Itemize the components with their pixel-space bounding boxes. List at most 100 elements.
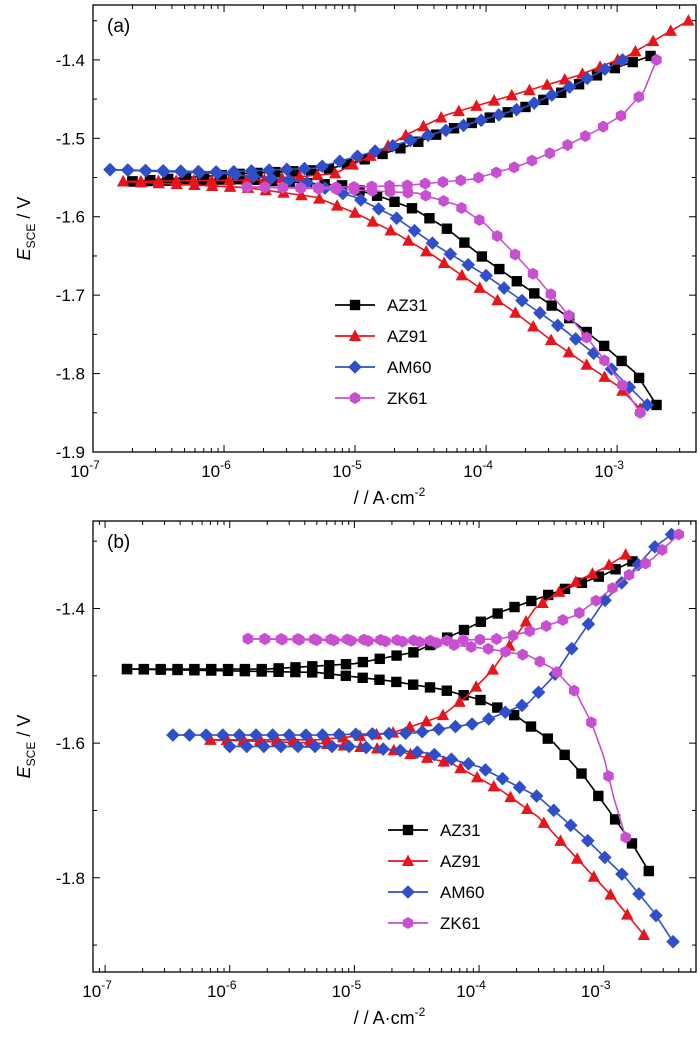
data-point-am60 [581,833,595,848]
data-point-az31 [610,564,621,575]
data-point-zk61 [474,633,486,646]
data-point-az91 [520,802,534,815]
data-point-zk61 [651,53,662,66]
data-point-am60 [456,118,471,133]
data-point-az91 [348,206,362,218]
data-point-am60 [192,165,207,180]
data-point-az31 [273,666,284,677]
data-point-am60 [389,211,404,225]
data-point-az91 [487,779,501,792]
data-point-az91 [364,149,377,161]
data-point-zk61 [534,655,546,668]
data-point-az91 [558,72,571,85]
data-point-az91 [436,708,450,721]
data-point-zk61 [623,568,635,581]
data-point-az91 [554,834,567,846]
data-point-az31 [651,399,662,411]
data-point-zk61 [384,185,396,198]
data-point-az91 [469,680,483,692]
data-point-az31 [556,87,567,98]
data-point-zk61 [633,90,644,103]
data-point-am60 [332,727,346,742]
data-point-zk61 [597,120,609,133]
data-point-az31 [591,70,603,81]
data-point-az31 [593,571,604,582]
data-point-am60 [622,380,637,395]
data-point-am60 [382,726,396,741]
data-point-az31 [357,672,368,683]
data-point-az91 [537,816,551,828]
data-point-am60 [299,728,313,742]
data-point-az31 [543,589,554,601]
data-point-az91 [240,173,254,186]
data-point-am60 [439,123,453,138]
data-point-zk61 [259,181,271,194]
data-point-zk61 [295,182,306,195]
legend-label: AZ91 [440,852,481,871]
data-point-az91 [366,215,379,227]
data-point-az91 [580,358,593,370]
data-point-az31 [627,556,638,567]
data-point-zk61 [656,543,668,556]
data-point-az91 [470,99,483,111]
data-point-az91 [311,168,324,181]
data-point-zk61 [580,130,591,143]
data-point-zk61 [557,614,568,626]
data-point-am60 [546,803,561,818]
data-point-zk61 [517,648,528,661]
data-point-am60 [495,771,510,786]
data-point-zk61 [414,635,425,648]
data-point-zk61 [640,557,651,570]
data-point-az31 [559,749,570,761]
data-point-az91 [486,663,499,675]
x-tick-label: 10-5 [332,978,362,1001]
data-point-am60 [265,728,280,742]
data-point-am60 [425,236,440,250]
legend-marker-zk61 [349,392,361,404]
plot-frame [92,520,697,973]
data-point-az31 [252,167,263,179]
data-point-az91 [509,306,522,318]
data-point-az31 [576,577,588,589]
data-point-am60 [479,268,493,283]
data-point-az31 [616,355,627,367]
data-point-am60 [262,163,276,177]
x-axis-title: / / A·cm-2 [354,1005,426,1028]
data-point-am60 [432,722,446,736]
data-point-az91 [152,176,166,189]
data-point-am60 [586,346,601,361]
data-point-az91 [602,558,616,570]
data-point-am60 [410,745,425,759]
series-line-az31-cathodic [127,668,650,872]
legend-label: AZ31 [387,296,428,315]
legend-marker-zk61 [402,917,414,929]
data-point-az91 [473,281,486,293]
x-tick-label: 10-7 [82,978,112,1001]
data-point-zk61 [402,186,414,199]
series-line-az91-anodic [123,19,689,183]
data-point-zk61 [526,154,538,167]
data-point-zk61 [331,183,342,196]
data-point-am60 [614,575,629,590]
data-point-az91 [346,158,360,170]
data-point-zk61 [458,634,469,647]
data-point-az91 [569,575,583,587]
data-point-az91 [598,370,611,382]
data-point-am60 [533,306,547,320]
data-point-az31 [307,661,318,672]
data-point-az31 [371,190,383,201]
data-point-az31 [542,733,554,744]
legend-marker-az31 [402,824,414,836]
data-point-az91 [629,44,642,57]
data-point-zk61 [507,629,519,642]
data-point-az31 [476,251,488,262]
y-tick-label: -1.4 [56,51,85,70]
data-point-am60 [529,789,544,803]
x-tick-label: 10-3 [581,978,611,1001]
legend-label: ZK61 [440,914,481,933]
data-point-am60 [498,705,513,720]
data-point-az91 [505,88,518,101]
legend: AZ31 AZ91 AM60 ZK61 [388,821,484,933]
data-point-az31 [475,616,487,627]
data-point-zk61 [366,184,378,197]
